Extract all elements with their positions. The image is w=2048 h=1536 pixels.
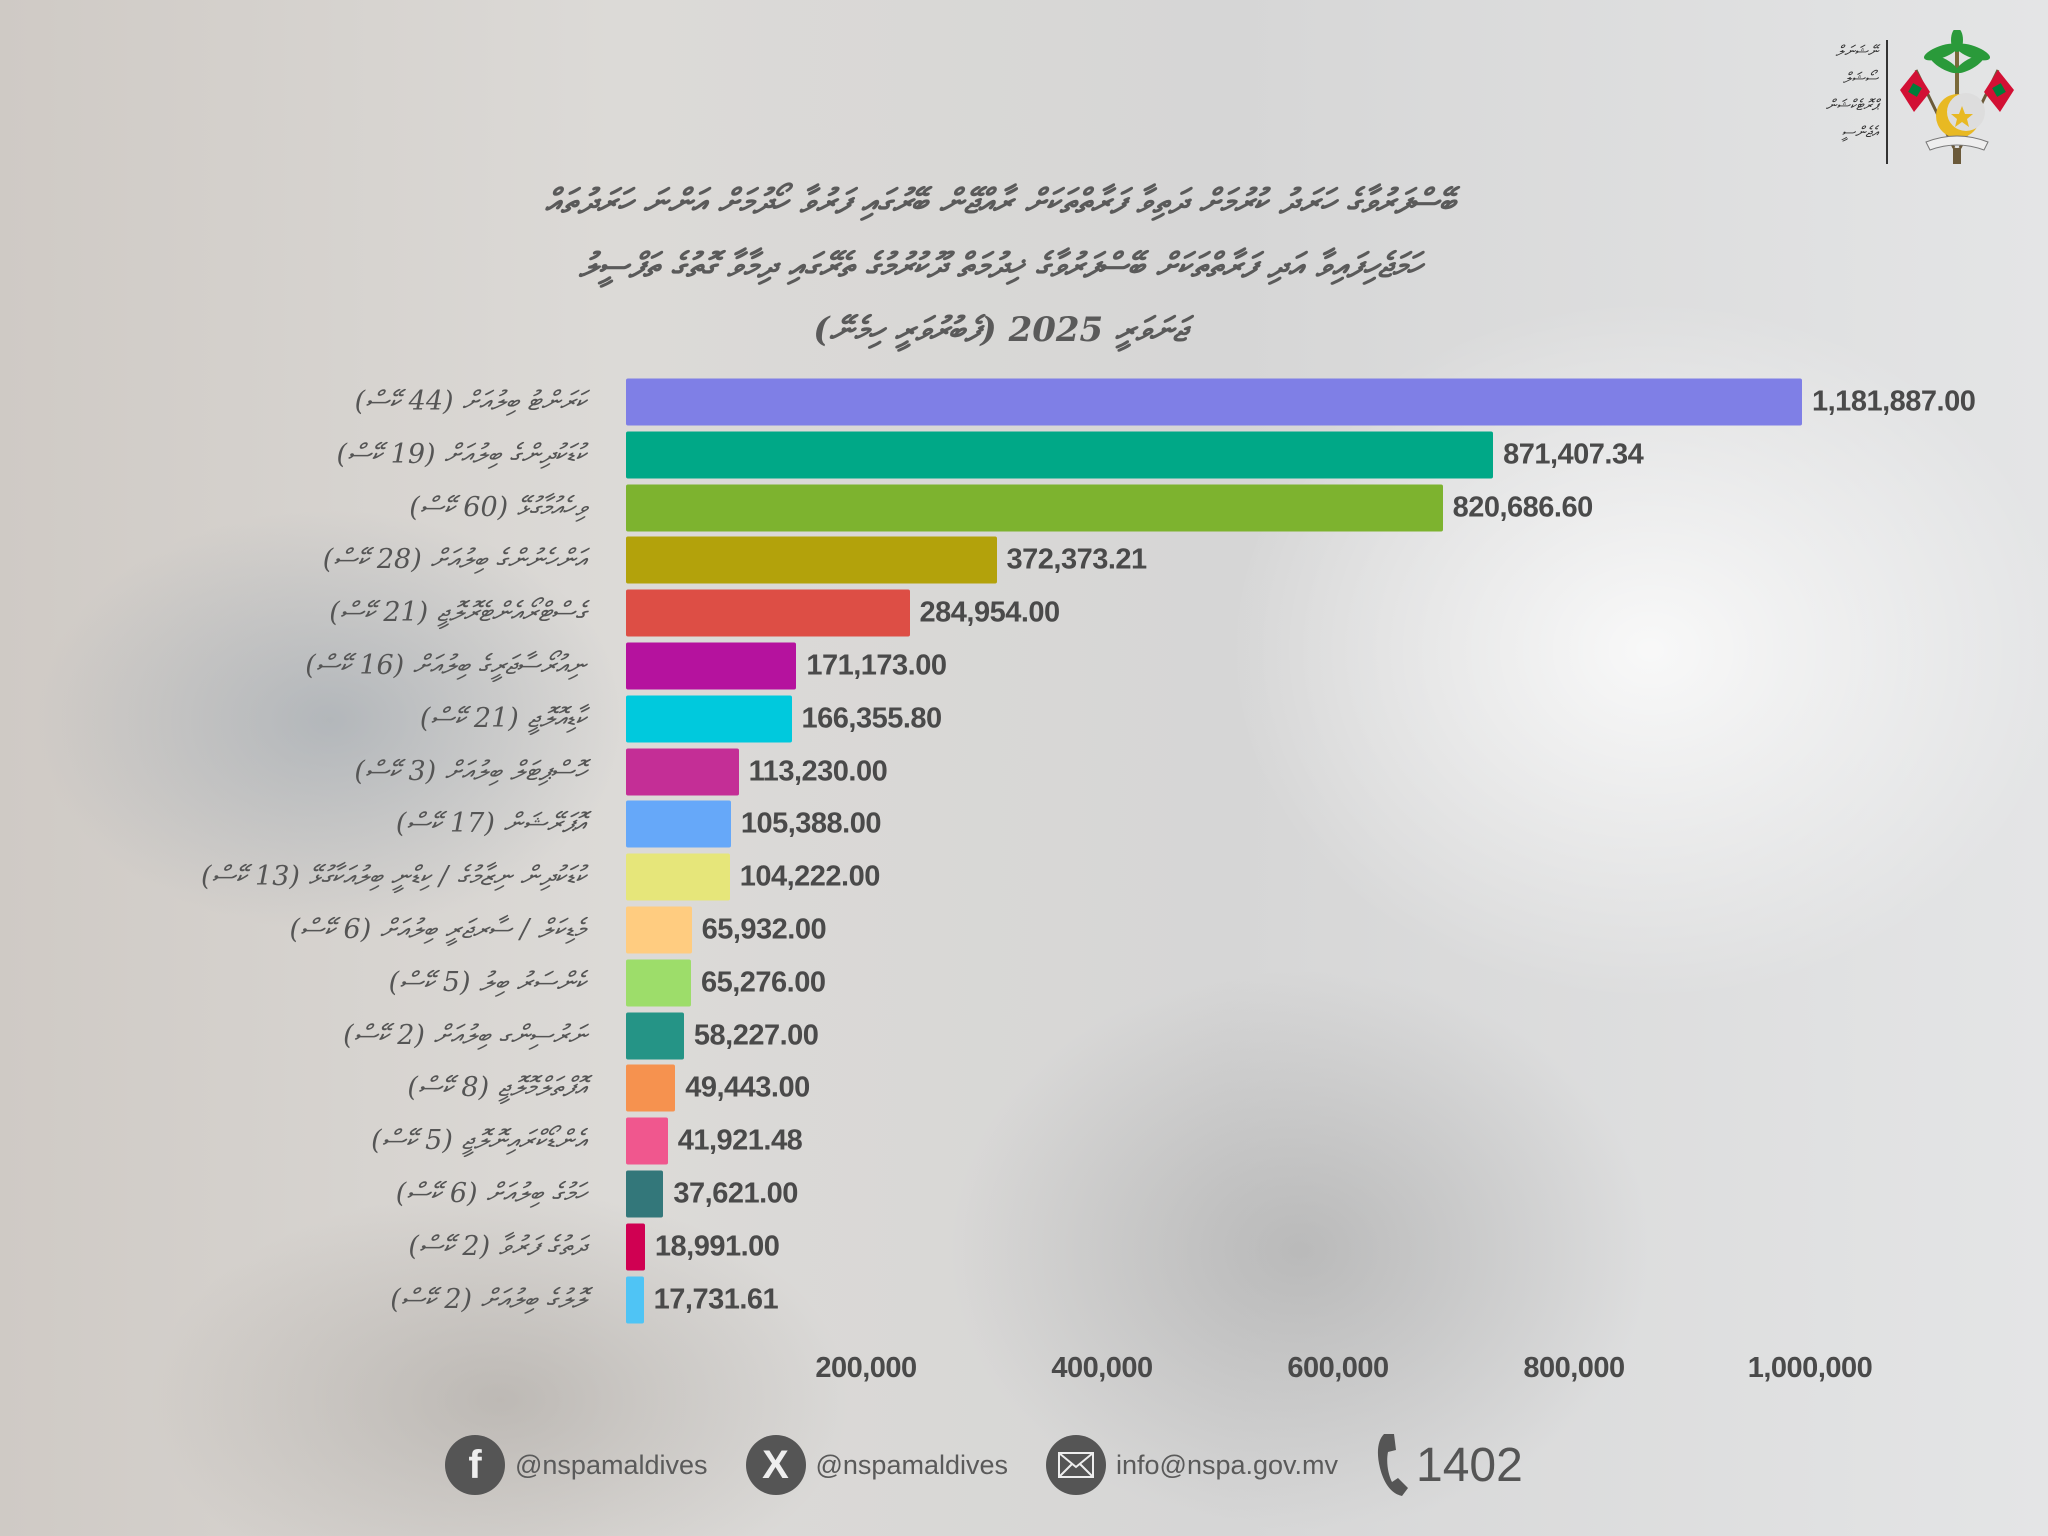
logo-line: ޕްރޮޓެކްޝަން [1825, 96, 1878, 114]
email-address: info@nspa.gov.mv [1116, 1449, 1339, 1480]
x-icon: X [745, 1435, 806, 1495]
category-label: ކުޑަކުދިން ނިޒާމުގެ / ކިޑްނީ ބިލުއަކާގުޅ… [200, 861, 586, 893]
state-emblem-icon [1900, 30, 2014, 164]
value-label: 284,954.00 [919, 596, 1061, 629]
value-label: 820,686.60 [1452, 491, 1594, 524]
category-label: ދަތުގެ ފަރުވާ (2 ކޭސް) [408, 1230, 586, 1262]
bar [626, 1064, 676, 1112]
category-label: އޮޕަރޭޝަން (17 ކޭސް) [395, 808, 586, 840]
category-label: ކާޑިއޮލޮޖީ (21 ކޭސް) [419, 702, 586, 734]
value-label: 37,621.00 [673, 1177, 798, 1210]
nspa-logo: ނޭޝަނަލް ސޯޝަލް ޕްރޮޓެކްޝަން އެޖެންސީ [1758, 30, 2018, 170]
bar [626, 1170, 664, 1218]
footer-contacts: f @nspamaldives X @nspamaldives info@nsp… [445, 1425, 1561, 1505]
facebook-handle: @nspamaldives [515, 1449, 708, 1480]
bar [626, 853, 730, 901]
category-label: ކުޑަކުދިންގެ ބިލުއަށް (19 ކޭސް) [336, 438, 586, 470]
category-label: ގެސްޓްރޯއެންޓެރޮލޮޖީ (21 ކޭސް) [329, 597, 586, 629]
bar [626, 800, 731, 848]
email-link[interactable]: info@nspa.gov.mv [1046, 1435, 1338, 1495]
bar [626, 484, 1443, 532]
category-label: ކެންސަރު ބިލު (5 ކޭސް) [388, 966, 586, 998]
category-label: ވިހެއުމާގުޅޭ (60 ކޭސް) [409, 491, 586, 523]
logo-divider [1886, 40, 1888, 164]
category-label: ހަމުގެ ބިލުއަށް (6 ކޭސް) [395, 1178, 586, 1209]
bar [626, 589, 910, 637]
value-label: 871,407.34 [1503, 438, 1644, 471]
logo-text: ނޭޝަނަލް ސޯޝަލް ޕްރޮޓެކްޝަން އެޖެންސީ [1758, 38, 1878, 146]
value-label: 113,230.00 [748, 755, 888, 788]
bar [626, 536, 997, 584]
category-label: އޮފްތަލްމޮލޮޖީ (8 ކޭސް) [407, 1072, 586, 1104]
bar [626, 906, 692, 954]
bar [626, 642, 797, 690]
value-label: 18,991.00 [654, 1230, 780, 1263]
x-tick-label: 1,000,000 [1747, 1352, 1873, 1384]
bar [626, 1223, 645, 1271]
logo-line: ސޯޝަލް [1842, 69, 1878, 87]
category-label: ނިއުރޯސާޖަރީގެ ބިލުއަށް (16 ކޭސް) [305, 650, 586, 681]
category-label: ކަރަންޓު ބިލުއަށް (44 ކޭސް) [354, 386, 586, 417]
category-label: ލޮލުގެ ބިލުއަށް (2 ކޭސް) [390, 1283, 586, 1315]
value-label: 41,921.48 [677, 1124, 803, 1157]
value-label: 171,173.00 [806, 649, 947, 682]
logo-line: އެޖެންސީ [1841, 123, 1878, 141]
title-line-1: ބޭސްފަރުވާގެ ހަރަދު ކުރުމަށް ދަތިވާ ފަރާ… [544, 182, 1456, 222]
x-tick-label: 200,000 [815, 1352, 917, 1384]
x-tick-label: 600,000 [1287, 1352, 1389, 1384]
logo-line: ނޭޝަނަލް [1835, 42, 1878, 60]
value-label: 65,276.00 [700, 966, 826, 999]
category-label: އަންހެނުންގެ ބިލުއަށް (28 ކޭސް) [322, 544, 586, 576]
value-label: 372,373.21 [1006, 543, 1148, 576]
x-tick-label: 400,000 [1051, 1352, 1153, 1384]
value-label: 49,443.00 [685, 1071, 810, 1104]
value-label: 65,932.00 [701, 913, 827, 946]
facebook-icon: f [445, 1435, 505, 1495]
value-label: 17,731.61 [653, 1283, 779, 1316]
value-label: 104,222.00 [739, 860, 881, 893]
bar [626, 431, 1494, 479]
phone-link[interactable]: 1402 [1376, 1432, 1523, 1498]
value-label: 105,388.00 [740, 807, 882, 840]
envelope-icon [1046, 1435, 1106, 1495]
value-label: 1,181,887.00 [1812, 385, 1976, 418]
category-label: ނަރުސިންގ ބިލުއަށް (2 ކޭސް) [343, 1019, 586, 1051]
bar [626, 748, 739, 796]
phone-icon [1377, 1434, 1409, 1496]
title-line-2: ހަމަޖެހިފައިވާ އަދި ފަރާތްތަކަށް ބޭސްފަރ… [578, 246, 1422, 286]
x-link[interactable]: X @nspamaldives [745, 1435, 1009, 1495]
bar [626, 1276, 644, 1324]
bar [626, 378, 1802, 426]
x-tick-label: 800,000 [1523, 1352, 1625, 1384]
bar [626, 1012, 684, 1060]
value-label: 166,355.80 [801, 702, 943, 735]
facebook-link[interactable]: f @nspamaldives [445, 1435, 708, 1495]
x-handle: @nspamaldives [815, 1449, 1009, 1480]
category-label: އެންޑޯކްރައިނޮލޮޖީ (5 ކޭސް) [371, 1125, 586, 1157]
category-label: ހޮސްޕިޓަލް ބިލުއަށް (3 ކޭސް) [354, 755, 586, 787]
bar [626, 959, 691, 1007]
phone-number: 1402 [1416, 1438, 1523, 1492]
title-line-3: ޖަނަވަރީ 2025 (ފެބުރުވަރީ ހިމެނޭ) [813, 310, 1187, 350]
category-label: މެޑިކަލް / ސާރޖަރީ ބިލުއަށް (6 ކޭސް) [289, 914, 586, 945]
chart-title: ބޭސްފަރުވާގެ ހަރަދު ކުރުމަށް ދަތިވާ ފަރާ… [300, 170, 1700, 362]
value-label: 58,227.00 [693, 1019, 819, 1052]
bar [626, 1117, 668, 1165]
bar [626, 695, 792, 743]
